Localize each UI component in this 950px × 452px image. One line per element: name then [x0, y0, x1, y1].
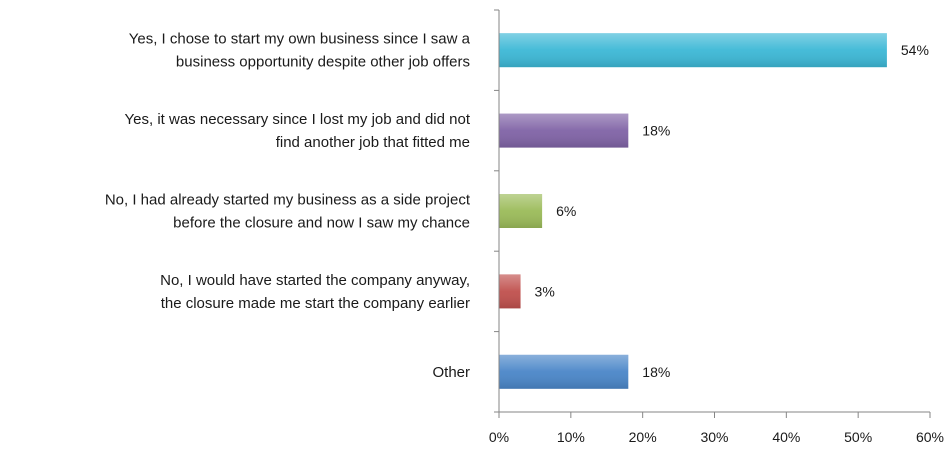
category-label-1-1: find another job that fitted me — [276, 134, 470, 151]
bar-gloss-3 — [499, 274, 521, 309]
bar-gloss-4 — [499, 354, 629, 389]
x-tick-label-2: 20% — [629, 429, 657, 445]
x-tick-label-5: 50% — [844, 429, 872, 445]
category-label-4-0: Other — [432, 364, 470, 381]
category-label-2-1: before the closure and now I saw my chan… — [173, 215, 470, 232]
axes-group — [494, 9, 931, 418]
x-tick-label-4: 40% — [772, 429, 800, 445]
category-label-2-0: No, I had already started my business as… — [105, 192, 471, 209]
data-label-4: 18% — [642, 364, 670, 380]
data-label-0: 54% — [901, 42, 929, 58]
bar-gloss-2 — [499, 194, 543, 228]
bar-gloss-0 — [499, 33, 887, 68]
x-tick-label-1: 10% — [557, 429, 585, 445]
data-label-3: 3% — [535, 283, 555, 299]
data-label-2: 6% — [556, 203, 576, 219]
category-label-3-0: No, I would have started the company any… — [160, 272, 470, 289]
category-label-3-1: the closure made me start the company ea… — [161, 295, 470, 312]
bars-group — [499, 33, 887, 389]
x-tick-label-0: 0% — [489, 429, 509, 445]
labels-group: 54% Yes, I chose to start my own business… — [105, 31, 944, 445]
bar-gloss-1 — [499, 113, 629, 148]
x-tick-label-3: 30% — [700, 429, 728, 445]
data-label-1: 18% — [642, 123, 670, 139]
category-label-1-0: Yes, it was necessary since I lost my jo… — [125, 111, 471, 128]
category-label-0-1: business opportunity despite other job o… — [176, 54, 470, 71]
x-tick-label-6: 60% — [916, 429, 944, 445]
category-label-0-0: Yes, I chose to start my own business si… — [129, 31, 471, 48]
